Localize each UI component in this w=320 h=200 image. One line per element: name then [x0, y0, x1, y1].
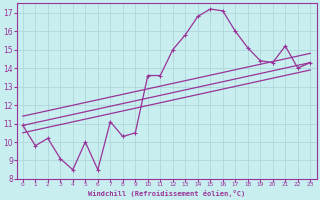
X-axis label: Windchill (Refroidissement éolien,°C): Windchill (Refroidissement éolien,°C) — [88, 190, 245, 197]
